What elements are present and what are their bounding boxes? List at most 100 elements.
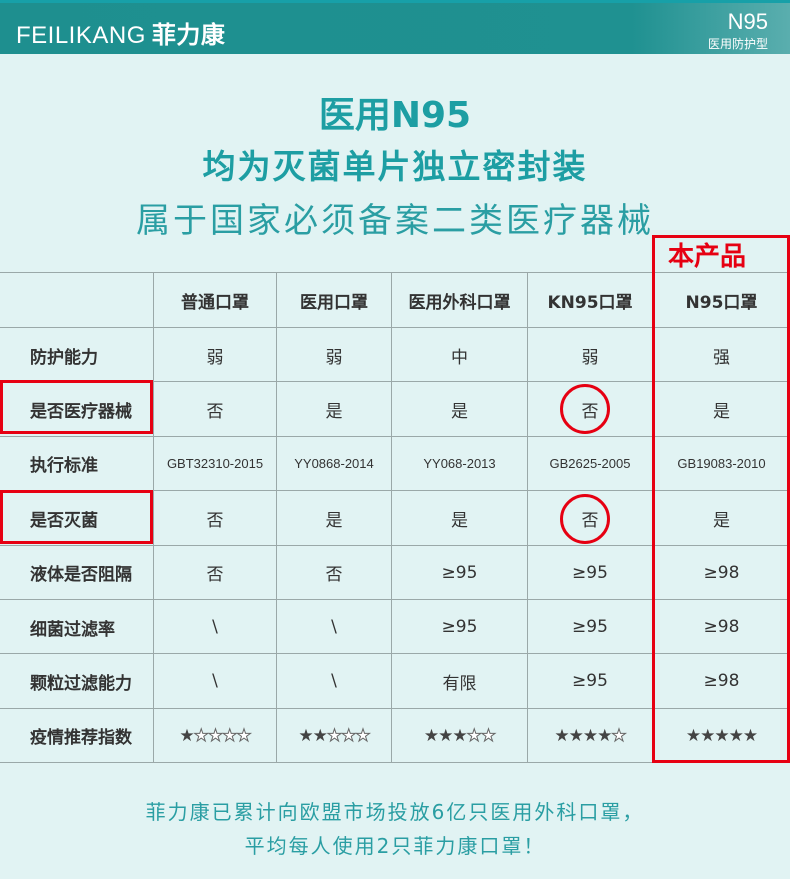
star-rating: ★★★★★ xyxy=(685,725,758,746)
table-cell: 是 xyxy=(391,491,527,546)
star-empty-icon: ★ xyxy=(207,725,223,746)
table-cell: 否 xyxy=(276,545,391,600)
highlight-sterilized-row xyxy=(0,490,153,544)
star-filled-icon: ★ xyxy=(423,725,439,746)
star-empty-icon: ★ xyxy=(341,725,357,746)
table-cell: 是 xyxy=(276,382,391,437)
star-empty-icon: ★ xyxy=(355,725,371,746)
table-row: 是否医疗器械否是是否是 xyxy=(0,381,790,437)
row-label: 颗粒过滤能力 xyxy=(30,673,132,694)
star-rating: ★★★★★ xyxy=(554,725,627,746)
table-cell: \ xyxy=(153,600,276,654)
row-label: 执行标准 xyxy=(30,456,98,477)
star-filled-icon: ★ xyxy=(554,725,569,746)
rating-cell: ★★★★★ xyxy=(652,708,790,763)
table-cell: 弱 xyxy=(153,328,276,382)
model-sub-label: 医用防护型 xyxy=(707,37,768,51)
table-cell: YY0868-2014 xyxy=(276,436,391,491)
highlight-circle-kn95-device xyxy=(560,384,610,434)
star-empty-icon: ★ xyxy=(480,725,496,746)
column-header: 普通口罩 xyxy=(153,273,276,327)
rating-cell: ★★★★★ xyxy=(276,708,391,763)
star-filled-icon: ★ xyxy=(312,725,328,746)
rating-cell: ★★★★★ xyxy=(153,708,276,763)
star-empty-icon: ★ xyxy=(611,725,627,746)
rating-cell: ★★★★★ xyxy=(527,708,652,763)
table-cell: ≥95 xyxy=(391,600,527,654)
brand-cn: 菲力康 xyxy=(151,21,226,49)
header-corner xyxy=(0,273,153,327)
table-header-row: 普通口罩 医用口罩 医用外科口罩 KN95口罩 N95口罩 xyxy=(0,272,790,327)
table-cell: 是 xyxy=(391,382,527,437)
footer-line-2: 平均每人使用2只菲力康口罩！ xyxy=(244,834,546,858)
column-header: 医用口罩 xyxy=(276,273,391,327)
star-empty-icon: ★ xyxy=(193,725,209,746)
title-line-3: 属于国家必须备案二类医疗器械 xyxy=(136,201,654,241)
model-label: N95 xyxy=(727,9,768,34)
row-label: 疫情推荐指数 xyxy=(30,728,132,749)
star-empty-icon: ★ xyxy=(222,725,238,746)
product-badge: 本产品 xyxy=(668,242,747,272)
highlight-circle-kn95-sterile xyxy=(560,494,610,544)
table-cell: ≥95 xyxy=(391,545,527,600)
table-cell: 是 xyxy=(276,491,391,546)
table-cell: 中 xyxy=(391,328,527,382)
table-cell: ≥95 xyxy=(527,654,652,709)
table-cell: YY068-2013 xyxy=(391,436,527,491)
row-label: 细菌过滤率 xyxy=(30,619,115,640)
row-label: 液体是否阻隔 xyxy=(30,565,132,586)
table-cell: 否 xyxy=(153,382,276,437)
star-empty-icon: ★ xyxy=(326,725,342,746)
column-header: 医用外科口罩 xyxy=(391,273,527,327)
row-label: 是否医疗器械 xyxy=(30,401,132,422)
table-cell: \ xyxy=(276,600,391,654)
star-filled-icon: ★ xyxy=(568,725,584,746)
star-filled-icon: ★ xyxy=(685,725,701,746)
table-row: 液体是否阻隔否否 ≥95 ≥95 ≥98 xyxy=(0,544,790,600)
star-filled-icon: ★ xyxy=(179,725,194,746)
star-rating: ★★★★★ xyxy=(423,725,497,746)
star-filled-icon: ★ xyxy=(700,725,715,746)
table-row: 颗粒过滤能力 \ \ 有限 ≥95 ≥98 xyxy=(0,653,790,709)
star-filled-icon: ★ xyxy=(728,725,744,746)
star-rating: ★★★★★ xyxy=(179,725,252,746)
star-filled-icon: ★ xyxy=(582,725,598,746)
star-filled-icon: ★ xyxy=(298,725,313,746)
star-empty-icon: ★ xyxy=(236,725,252,746)
table-row: 细菌过滤率 \ \ ≥95 ≥95 ≥98 xyxy=(0,599,790,654)
table-cell: GB2625-2005 xyxy=(527,436,652,491)
table-row: 是否灭菌否是是否是 xyxy=(0,490,790,546)
footer-line-1: 菲力康已累计向欧盟市场投放6亿只医用外科口罩， xyxy=(145,800,645,824)
table-cell: \ xyxy=(276,654,391,709)
star-filled-icon: ★ xyxy=(452,725,467,746)
table-cell: ≥95 xyxy=(527,545,652,600)
table-cell: 弱 xyxy=(527,328,652,382)
table-cell: 弱 xyxy=(276,328,391,382)
top-banner: FEILIKANG 菲力康 N95 医用防护型 xyxy=(0,0,790,54)
table-bottom-border xyxy=(0,762,790,764)
row-label: 防护能力 xyxy=(30,347,98,368)
row-label: 是否灭菌 xyxy=(30,510,98,531)
table-row: 防护能力弱弱中弱强 xyxy=(0,327,790,382)
table-cell: \ xyxy=(153,654,276,709)
rating-cell: ★★★★★ xyxy=(391,708,527,763)
star-filled-icon: ★ xyxy=(742,725,758,746)
table-row: 疫情推荐指数 ★★★★★ ★★★★★ ★★★★★ ★★★★★ ★★★★★ xyxy=(0,707,790,763)
column-header: KN95口罩 xyxy=(527,273,652,327)
star-empty-icon: ★ xyxy=(466,725,482,746)
table-cell: GBT32310-2015 xyxy=(153,436,276,491)
brand-logo: FEILIKANG 菲力康 xyxy=(16,15,225,50)
star-rating: ★★★★★ xyxy=(298,725,371,746)
table-cell: ≥95 xyxy=(527,600,652,654)
table-cell: 否 xyxy=(153,545,276,600)
star-filled-icon: ★ xyxy=(438,725,453,746)
table-cell: 有限 xyxy=(391,654,527,709)
highlight-medical-device-row xyxy=(0,380,153,434)
table-cell: 否 xyxy=(153,491,276,546)
star-filled-icon: ★ xyxy=(597,725,612,746)
star-filled-icon: ★ xyxy=(714,725,729,746)
table-row: 执行标准 GBT32310-2015 YY0868-2014 YY068-2013 GB… xyxy=(0,435,790,491)
product-highlight-box xyxy=(652,235,790,763)
title-line-2: 均为灭菌单片独立密封装 xyxy=(202,147,588,186)
brand-en: FEILIKANG xyxy=(16,22,146,49)
